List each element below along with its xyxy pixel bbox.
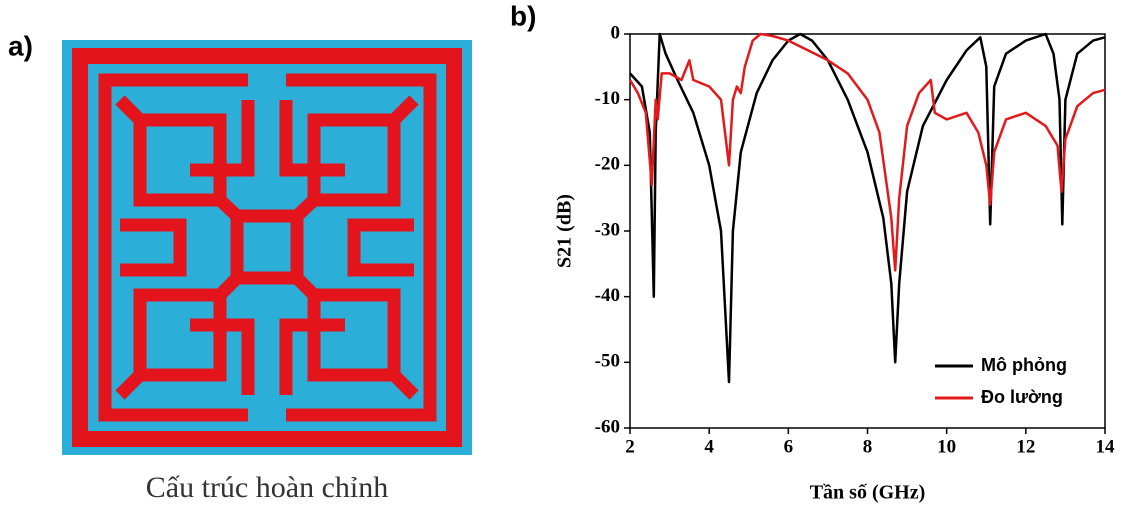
series-line [628,32,1106,272]
panel-label: b) [510,0,536,31]
x-tick-label: 8 [863,436,873,457]
caption: Cấu trúc hoàn chỉnh [146,471,388,504]
y-tick-label: -60 [595,416,620,437]
panel-label: a) [8,30,33,61]
x-tick-label: 6 [784,436,794,457]
legend-label: Đo lường [981,387,1063,407]
y-tick-label: -20 [595,154,620,175]
x-tick-label: 4 [704,436,714,457]
resonator [72,48,462,447]
x-tick-label: 2 [625,436,635,457]
y-axis-label: S21 (dB) [554,194,576,268]
x-axis-label: Tần số (GHz) [810,482,926,504]
y-tick-label: -40 [595,285,620,306]
y-tick-label: 0 [611,22,621,43]
x-tick-label: 10 [937,436,956,457]
legend-label: Mô phỏng [981,355,1067,375]
x-tick-label: 14 [1096,436,1116,457]
y-tick-label: -10 [595,88,620,109]
series-line [629,32,1106,384]
x-tick-label: 12 [1016,436,1035,457]
structure-image [62,40,472,455]
y-tick-label: -30 [595,219,620,240]
y-tick-label: -50 [595,351,620,372]
